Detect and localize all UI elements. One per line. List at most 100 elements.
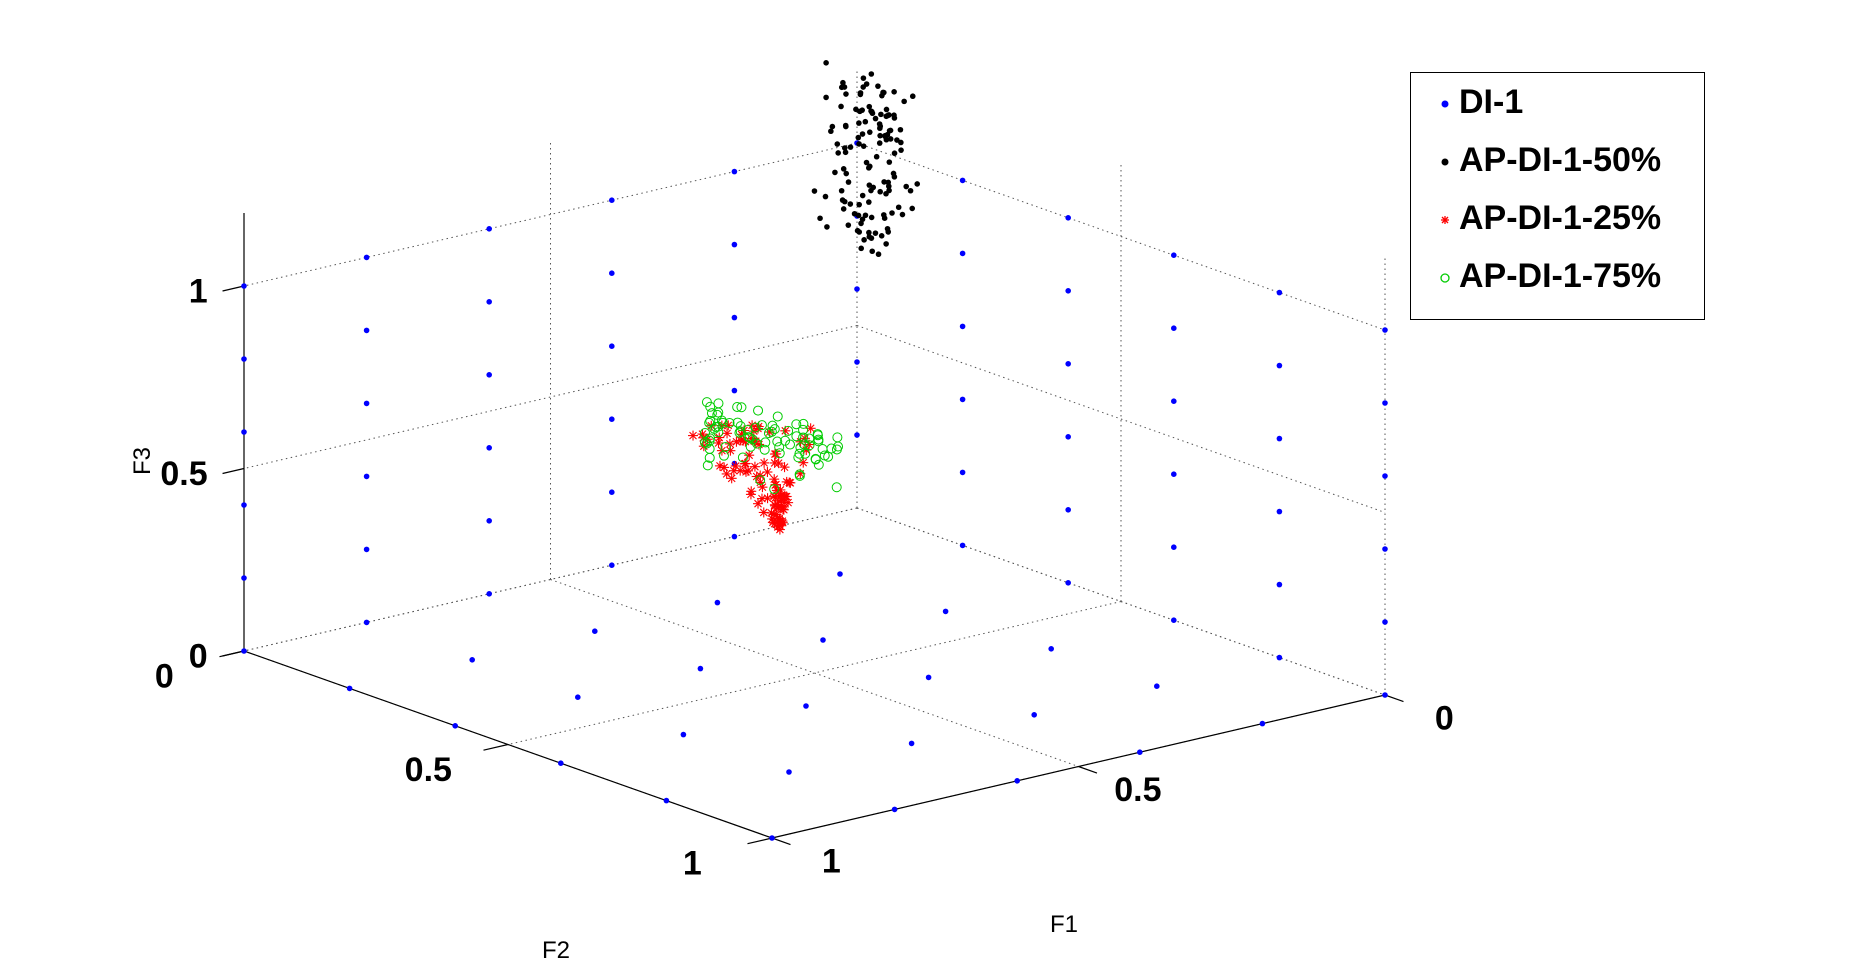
ap-di-1-75-point bbox=[785, 439, 796, 450]
ap-di-1-50-point bbox=[841, 145, 848, 151]
ap-di-1-50-point bbox=[843, 91, 849, 97]
ap-di-1-75-point bbox=[791, 419, 802, 430]
di-1-point bbox=[959, 250, 966, 257]
y-tick-label: 0.5 bbox=[1114, 771, 1161, 809]
legend-label: DI-1 bbox=[1459, 83, 1524, 121]
di-1-point bbox=[1154, 683, 1160, 689]
ap-di-1-25-point bbox=[778, 504, 789, 515]
ap-di-1-75-point bbox=[700, 427, 711, 438]
ap-di-1-25-point bbox=[798, 457, 809, 468]
di-1-point bbox=[731, 387, 738, 394]
di-1-point bbox=[241, 283, 247, 289]
di-1-point bbox=[1171, 544, 1177, 550]
x-axis-label: F1 bbox=[1050, 911, 1078, 938]
legend-item-ap-di-1-75: AP-DI-1-75% bbox=[1411, 249, 1704, 307]
ap-di-1-75-point bbox=[750, 422, 761, 433]
ap-di-1-50-point bbox=[823, 60, 829, 66]
ap-di-1-25-point bbox=[744, 450, 755, 461]
di-1-point bbox=[1171, 617, 1177, 623]
ap-di-1-50-point bbox=[881, 179, 887, 185]
ap-di-1-50-point bbox=[861, 237, 867, 243]
ap-di-1-25-point bbox=[774, 520, 785, 531]
ap-di-1-50-point bbox=[866, 103, 873, 110]
ap-di-1-50-point bbox=[909, 205, 916, 212]
ap-di-1-50-point bbox=[907, 187, 914, 194]
di-1-point bbox=[363, 400, 370, 407]
ap-di-1-50-point bbox=[868, 235, 875, 241]
ap-di-1-75-point bbox=[724, 417, 735, 428]
ap-di-1-25-point bbox=[773, 458, 784, 469]
legend-item-di-1: DI-1 bbox=[1411, 75, 1704, 133]
ap-di-1-25-point bbox=[731, 436, 742, 447]
di-1-point bbox=[1065, 288, 1071, 294]
di-1-point bbox=[663, 797, 670, 804]
di-1-point bbox=[925, 674, 932, 681]
ap-di-1-75-point bbox=[760, 437, 771, 448]
di-1-point bbox=[942, 608, 949, 615]
ap-di-1-50-point bbox=[857, 91, 864, 98]
di-1-point bbox=[1276, 508, 1283, 515]
ap-di-1-50-point bbox=[855, 212, 862, 219]
ap-di-1-25-point bbox=[770, 500, 781, 511]
ap-di-1-50-point bbox=[866, 182, 873, 188]
di-1-point bbox=[363, 473, 370, 480]
ap-di-1-75-point bbox=[798, 424, 809, 435]
ap-di-1-75-point bbox=[716, 415, 727, 426]
ap-di-1-75-point bbox=[767, 420, 778, 431]
ap-di-1-50-point bbox=[859, 192, 866, 199]
ap-di-1-75-point bbox=[798, 418, 809, 429]
di-1-point bbox=[891, 806, 898, 813]
legend-label: AP-DI-1-50% bbox=[1459, 141, 1662, 179]
di-1-point bbox=[959, 542, 966, 549]
ap-di-1-75-point bbox=[706, 408, 717, 419]
ap-di-1-50-point bbox=[872, 115, 879, 122]
di-1-point bbox=[241, 648, 247, 654]
ap-di-1-75-point bbox=[772, 411, 783, 422]
ap-di-1-50-point bbox=[829, 123, 836, 130]
di-1-point bbox=[363, 327, 370, 334]
ap-di-1-50-point bbox=[811, 188, 818, 194]
di-1-point bbox=[241, 429, 247, 435]
di-1-point bbox=[486, 591, 493, 597]
ap-di-1-50-point bbox=[822, 193, 829, 200]
ap-di-1-50-point bbox=[862, 212, 869, 219]
ap-di-1-50-point bbox=[901, 98, 907, 105]
ap-di-1-75-point bbox=[831, 482, 842, 493]
ap-di-1-25-point bbox=[805, 423, 816, 434]
ap-di-1-50-point bbox=[891, 89, 897, 95]
ap-di-1-75-point bbox=[743, 432, 754, 443]
ap-di-1-50-point bbox=[866, 229, 872, 236]
ap-di-1-75-point bbox=[794, 469, 805, 480]
ap-di-1-50-point bbox=[909, 93, 916, 100]
ap-di-1-50-point bbox=[866, 129, 873, 135]
ap-di-1-50-point bbox=[890, 170, 897, 177]
di-1-point bbox=[959, 469, 966, 476]
ap-di-1-50-point bbox=[883, 136, 890, 143]
z-tick-label: 0.5 bbox=[160, 455, 207, 493]
ap-di-1-50-point bbox=[898, 147, 904, 153]
ap-di-1-50-point bbox=[883, 106, 890, 113]
ap-di-1-75-point bbox=[713, 421, 724, 432]
ap-di-1-50-point bbox=[886, 159, 893, 165]
di-1-point bbox=[731, 168, 738, 175]
di-1-point bbox=[1382, 327, 1388, 333]
di-1-point bbox=[609, 562, 615, 568]
x-tick-label: 0 bbox=[155, 658, 174, 696]
y-tick-mark bbox=[1384, 694, 1404, 703]
di-1-point bbox=[609, 197, 615, 203]
legend: DI-1 AP-DI-1-50% AP-DI-1-25% AP-DI-1-75% bbox=[1410, 72, 1705, 320]
ap-di-1-25-point bbox=[730, 460, 741, 471]
ap-di-1-50-point bbox=[838, 84, 845, 91]
ap-di-1-25-point bbox=[784, 477, 795, 488]
z-tick-label: 1 bbox=[189, 272, 208, 310]
ap-di-1-50-point bbox=[898, 139, 904, 146]
di-1-point bbox=[241, 502, 247, 508]
ap-di-1-75-point bbox=[753, 405, 764, 416]
ap-di-1-50-point bbox=[862, 118, 869, 125]
di-1-point bbox=[452, 723, 459, 729]
di-1-point bbox=[1065, 580, 1071, 586]
red-asterisk-marker-icon bbox=[1441, 216, 1449, 224]
di-1-point bbox=[854, 359, 860, 365]
